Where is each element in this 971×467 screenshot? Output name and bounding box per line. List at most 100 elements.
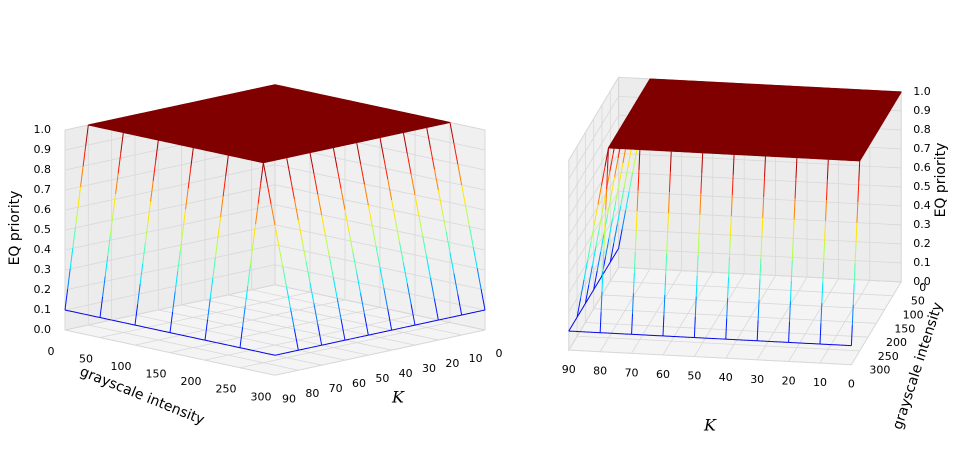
surface-line — [571, 324, 573, 327]
surface-line — [675, 87, 678, 91]
surface-line — [336, 298, 342, 320]
surface-line — [169, 332, 174, 334]
surface-line — [351, 142, 355, 145]
surface-line — [608, 144, 611, 147]
z-tick-label: 0.1 — [913, 256, 931, 269]
grid-line — [601, 294, 885, 310]
surface-line — [182, 209, 187, 230]
surface-line — [703, 149, 705, 152]
surface-line — [743, 135, 746, 138]
surface-line — [173, 142, 178, 145]
surface-line — [398, 132, 401, 135]
surface-line — [626, 115, 629, 118]
surface-line — [411, 129, 414, 132]
surface-line — [572, 321, 575, 324]
surface-line — [107, 318, 112, 321]
surface-line — [220, 152, 225, 155]
surface-line — [828, 155, 831, 158]
grid-line — [239, 322, 451, 369]
surface-line — [608, 219, 613, 239]
surface-line — [612, 255, 615, 258]
surface-line — [591, 290, 594, 294]
surface-line — [379, 137, 385, 159]
surface-line — [402, 132, 408, 154]
surface-line — [216, 152, 221, 154]
surface-line — [854, 242, 857, 264]
surface-line — [736, 147, 739, 151]
surface-line — [729, 215, 732, 237]
surface-line — [729, 106, 731, 109]
surface-line — [634, 101, 637, 104]
surface-line — [335, 145, 339, 148]
surface-line — [387, 179, 393, 201]
x-tick-label: 40 — [719, 371, 733, 384]
surface-line — [444, 122, 448, 125]
x-axis-title: K — [391, 388, 405, 407]
surface-line — [320, 149, 324, 151]
surface-line — [690, 117, 693, 120]
surface-line — [430, 148, 435, 170]
surface-line — [617, 248, 620, 251]
surface-line — [433, 169, 439, 191]
surface-line — [853, 114, 856, 117]
surface-line — [763, 176, 766, 198]
surface-line — [326, 343, 330, 345]
surface-line — [628, 172, 634, 192]
surface-line — [257, 183, 262, 204]
surface-line — [615, 251, 618, 254]
surface-line — [701, 152, 704, 174]
surface-line — [609, 152, 614, 172]
surface-line — [893, 102, 896, 105]
surface-line — [252, 224, 257, 245]
surface-line — [737, 92, 740, 95]
surface-line — [858, 160, 861, 182]
surface-line — [190, 147, 194, 169]
surface-line — [795, 157, 798, 179]
surface-line — [162, 330, 167, 333]
surface-line — [822, 261, 825, 283]
surface-line — [895, 99, 898, 102]
surface-line — [271, 353, 276, 356]
surface-line — [695, 275, 698, 297]
surface-line — [596, 251, 602, 271]
surface-line — [404, 326, 408, 328]
surface-line — [422, 236, 428, 258]
surface-line — [204, 339, 209, 342]
z-tick-label: 0.7 — [913, 142, 931, 155]
surface-line — [665, 253, 668, 275]
surface-line — [853, 263, 856, 285]
surface-line — [356, 141, 360, 144]
surface-line — [736, 94, 739, 97]
surface-line — [348, 230, 354, 252]
surface-line — [308, 346, 312, 349]
surface-line — [298, 349, 302, 351]
surface-line — [430, 320, 434, 323]
surface-line — [649, 130, 652, 133]
surface-line — [451, 316, 455, 318]
surface-line — [453, 143, 459, 165]
surface-line — [635, 100, 638, 103]
surface-line — [774, 138, 777, 141]
grid-line — [618, 228, 902, 245]
surface-line — [471, 311, 475, 314]
surface-line — [434, 124, 438, 127]
surface-line — [282, 352, 286, 355]
surface-line — [177, 143, 182, 146]
surface-line — [694, 296, 697, 318]
surface-line — [446, 317, 449, 319]
surface-line — [344, 339, 348, 341]
grid-line — [64, 164, 276, 211]
surface-line — [599, 312, 602, 333]
surface-line — [458, 314, 462, 317]
surface-line — [726, 298, 729, 319]
surface-line — [260, 162, 264, 184]
surface-line — [829, 154, 832, 157]
surface-line — [730, 195, 733, 217]
surface-line — [68, 310, 73, 313]
grid-line — [568, 172, 619, 256]
surface-line — [408, 130, 412, 132]
surface-line — [220, 343, 225, 345]
surface-line — [610, 258, 613, 261]
surface-line — [618, 229, 623, 249]
